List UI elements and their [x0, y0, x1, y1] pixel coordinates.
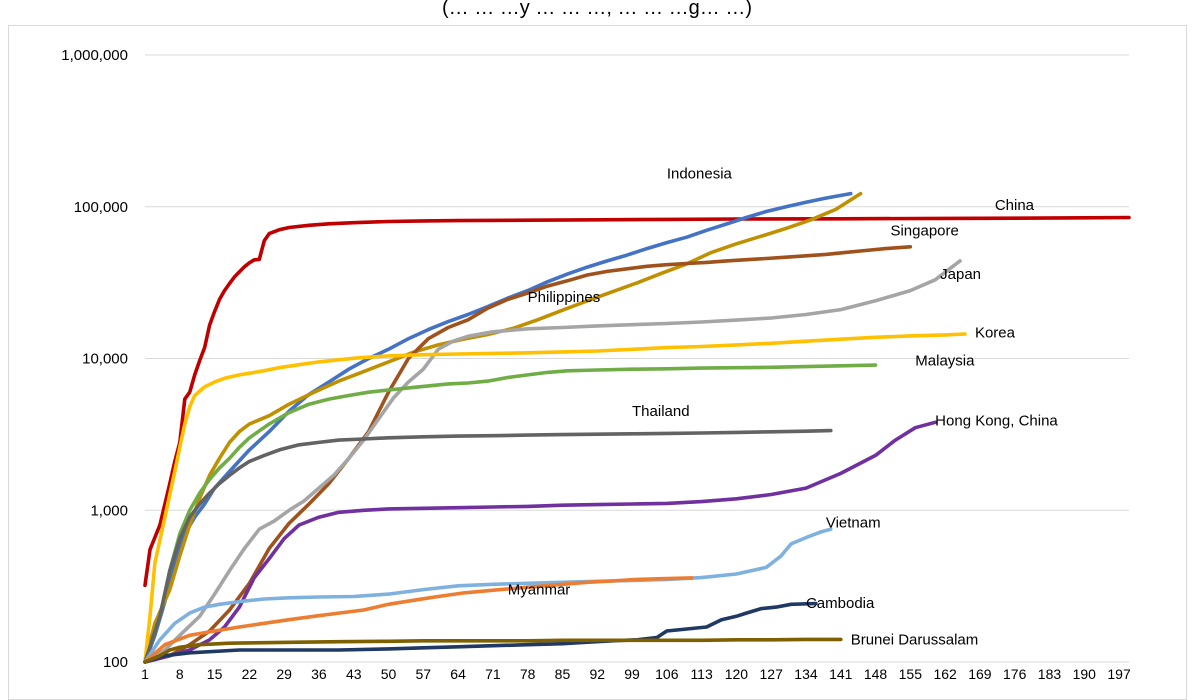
series-lines [143, 191, 1131, 664]
series-label-philippines: Philippines [528, 289, 601, 306]
series-line-malaysia [143, 363, 878, 664]
x-tick-label: 29 [276, 666, 292, 682]
y-tick-label: 10,000 [82, 351, 128, 368]
chart-title: (… … …y … … …, … … …g… …) [442, 0, 752, 19]
x-tick-label: 36 [311, 666, 327, 682]
series-label-indonesia: Indonesia [667, 166, 733, 183]
x-tick-label: 15 [207, 666, 223, 682]
x-tick-label: 8 [176, 666, 184, 682]
y-tick-label: 1,000,000 [61, 47, 128, 64]
series-line-thailand [143, 428, 833, 664]
series-label-myanmar: Myanmar [508, 582, 571, 599]
series-line-hong-kong-china [143, 420, 938, 664]
x-tick-label: 1 [141, 666, 149, 682]
series-line-philippines [143, 191, 863, 664]
series-line-cambodia [143, 601, 818, 664]
series-label-thailand: Thailand [632, 403, 690, 420]
series-label-malaysia: Malaysia [915, 353, 975, 370]
x-tick-label: 113 [690, 666, 713, 682]
x-tick-label: 134 [794, 666, 818, 682]
x-tick-label: 120 [725, 666, 749, 682]
x-tick-label: 85 [555, 666, 571, 682]
y-tick-label: 100,000 [74, 199, 128, 216]
chart-frame [8, 25, 1187, 700]
x-tick-label: 190 [1073, 666, 1097, 682]
x-tick-label: 169 [968, 666, 992, 682]
x-tick-label: 148 [864, 666, 888, 682]
x-axis-ticks: 1 8 15 22 29 36 43 50 57 64 71 78 85 92 99 106 113 120 127… [141, 666, 1131, 682]
x-tick-label: 127 [760, 666, 784, 682]
x-tick-label: 71 [485, 666, 501, 682]
series-labels: China Indonesia Philippines Singapore Japan K… [508, 166, 1059, 649]
y-tick-label: 1,000 [90, 502, 128, 519]
series-label-korea: Korea [975, 325, 1016, 342]
x-tick-label: 162 [933, 666, 957, 682]
series-line-korea [143, 332, 967, 664]
series-label-cambodia: Cambodia [806, 595, 875, 612]
x-tick-label: 78 [520, 666, 536, 682]
series-label-china: China [995, 197, 1035, 214]
series-line-brunei-darussalam [143, 637, 843, 664]
x-tick-label: 22 [242, 666, 258, 682]
series-line-japan [143, 259, 962, 664]
gridlines [145, 54, 1129, 663]
series-line-myanmar [143, 576, 694, 664]
x-tick-label: 43 [346, 666, 362, 682]
x-tick-label: 197 [1107, 666, 1131, 682]
series-line-vietnam [143, 527, 833, 664]
series-label-brunei-darussalam: Brunei Darussalam [851, 631, 979, 648]
x-tick-label: 57 [416, 666, 432, 682]
x-tick-label: 50 [381, 666, 397, 682]
y-tick-label: 100 [103, 654, 128, 671]
series-label-japan: Japan [940, 266, 981, 283]
series-label-singapore: Singapore [890, 222, 958, 239]
x-tick-label: 106 [655, 666, 679, 682]
series-line-indonesia [143, 191, 853, 664]
series-line-singapore [143, 245, 913, 664]
series-line-china [143, 215, 1131, 588]
x-tick-label: 176 [1003, 666, 1027, 682]
x-tick-label: 155 [899, 666, 923, 682]
series-label-hong-kong-china: Hong Kong, China [935, 413, 1058, 430]
x-tick-label: 183 [1038, 666, 1062, 682]
y-axis-ticks: 100 1,000 10,000 100,000 1,000,000 [61, 47, 128, 671]
x-tick-label: 64 [450, 666, 466, 682]
series-label-vietnam: Vietnam [826, 515, 881, 532]
x-tick-label: 92 [589, 666, 605, 682]
x-tick-label: 99 [624, 666, 640, 682]
x-tick-label: 141 [829, 666, 853, 682]
